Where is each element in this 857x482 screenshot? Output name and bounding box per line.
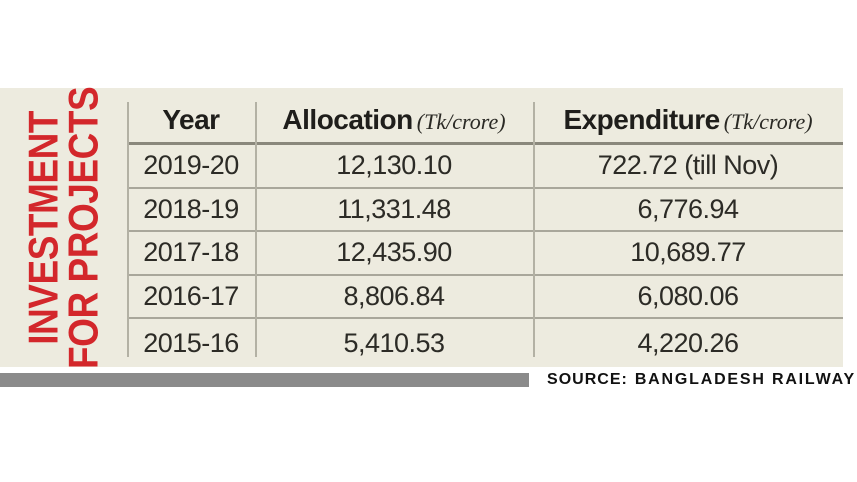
source-label: SOURCE: — [547, 371, 628, 388]
table-header-row: Year Allocation (Tk/crore) Expenditure (Tk… — [127, 88, 843, 145]
allocation-cell: 12,435.90 — [336, 237, 452, 268]
table-row: 2016-17 8,806.84 6,080.06 — [127, 276, 843, 320]
divider-bar — [0, 373, 529, 387]
year-cell: 2019-20 — [143, 150, 239, 181]
table-row: 2015-16 5,410.53 4,220.26 — [127, 319, 843, 367]
allocation-cell: 11,331.48 — [337, 193, 451, 224]
table-row: 2019-20 12,130.10 722.72 (till Nov) — [127, 145, 843, 189]
header-unit: (Tk/crore) — [416, 109, 506, 134]
expenditure-cell: 4,220.26 — [637, 327, 739, 358]
column-separator — [127, 102, 129, 357]
expenditure-cell: 10,689.77 — [630, 237, 746, 268]
year-cell: 2015-16 — [143, 327, 239, 358]
table-panel: INVESTMENT FOR PROJECTS Year Allocation(… — [0, 86, 843, 369]
source-strip: SOURCE: BANGLADESH RAILWAY — [0, 370, 857, 390]
header-label: Expenditure — [563, 104, 720, 135]
allocation-cell: 8,806.84 — [343, 281, 445, 312]
header-unit: (Tk/crore) — [723, 109, 813, 134]
title-line-2: FOR PROJECTS — [59, 86, 107, 369]
header-label: Allocation — [282, 104, 413, 135]
table-row: 2017-18 12,435.90 10,689.77 — [127, 232, 843, 276]
expenditure-cell: 722.72 (till Nov) — [597, 150, 779, 181]
data-table: Year Allocation (Tk/crore) Expenditure (Tk… — [127, 88, 843, 367]
chart-title: INVESTMENT FOR PROJECTS — [0, 86, 127, 369]
table-row: 2018-19 11,331.48 6,776.94 — [127, 189, 843, 233]
header-label: Year — [162, 104, 220, 135]
source-credit: SOURCE: BANGLADESH RAILWAY — [529, 371, 857, 389]
year-cell: 2016-17 — [143, 281, 239, 312]
year-cell: 2018-19 — [143, 193, 239, 224]
col-header-year: Year — [127, 104, 255, 136]
source-value: BANGLADESH RAILWAY — [634, 371, 856, 388]
allocation-cell: 5,410.53 — [343, 327, 445, 358]
column-separator — [255, 102, 257, 357]
col-header-allocation: Allocation (Tk/crore) — [255, 104, 533, 136]
col-header-expenditure: Expenditure (Tk/crore) — [533, 104, 843, 136]
column-separator — [533, 102, 535, 357]
title-line-1: INVESTMENT — [19, 110, 67, 345]
expenditure-cell: 6,080.06 — [637, 281, 739, 312]
chart-title-rotated: INVESTMENT FOR PROJECTS — [19, 86, 107, 369]
year-cell: 2017-18 — [143, 237, 239, 268]
allocation-cell: 12,130.10 — [336, 150, 452, 181]
expenditure-cell: 6,776.94 — [637, 193, 739, 224]
